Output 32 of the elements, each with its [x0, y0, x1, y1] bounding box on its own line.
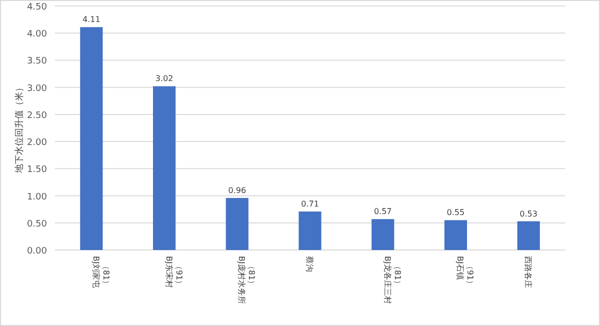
data-label: 0.71: [301, 200, 319, 208]
data-label: 0.53: [520, 209, 538, 218]
y-tick-label: 0.00: [26, 246, 48, 256]
bar: [80, 27, 103, 250]
bar: [517, 221, 540, 250]
data-label: 3.02: [155, 74, 174, 84]
y-tick-label: 3.00: [26, 84, 48, 94]
y-tick-label: 3.50: [26, 56, 48, 67]
x-tick-label: BJ庞村水务所（81）: [237, 256, 256, 304]
y-tick-label: 4.00: [26, 30, 48, 40]
y-axis-title: 地下水位回升值（米）: [14, 83, 25, 174]
bar: [298, 212, 322, 250]
x-tick-label: BJ东宋村（91）: [164, 256, 184, 288]
y-tick-label: 4.50: [26, 2, 48, 12]
y-tick-label: 2.00: [26, 138, 48, 148]
y-tick-label: 2.50: [26, 110, 48, 121]
bar: [152, 86, 176, 250]
y-tick-label: 1.00: [26, 192, 48, 202]
x-tick-label: 蔡沟: [305, 256, 314, 272]
y-tick-label: 1.50: [26, 165, 48, 176]
data-label: 0.96: [228, 186, 246, 195]
data-label: 0.57: [374, 207, 392, 216]
x-tick-label: 西路各庄: [524, 256, 533, 288]
bar: [226, 198, 248, 250]
bar: [372, 219, 394, 250]
data-label: 4.11: [82, 15, 100, 24]
y-tick-label: 0.50: [26, 219, 48, 230]
x-tick-label: BJ刘家屯（81）: [91, 256, 110, 288]
x-tick-label: BJ龙各庄三村（81）: [382, 256, 402, 304]
bar: [444, 220, 468, 250]
x-tick-label: BJ石镇（91）: [456, 256, 475, 288]
data-label: 0.55: [446, 208, 465, 218]
